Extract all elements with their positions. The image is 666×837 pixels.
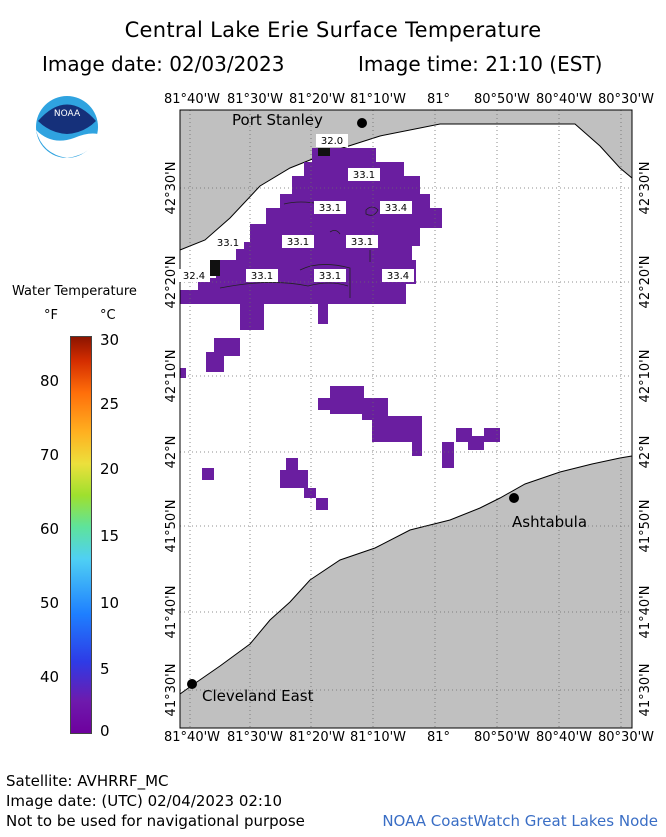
lon-tick: 81°40'W: [164, 92, 221, 107]
port-stanley-label: Port Stanley: [232, 111, 323, 129]
north-shore-land: [179, 109, 633, 251]
lat-tick: 42°20'N: [164, 256, 179, 309]
lon-tick: 80°40'W: [536, 92, 593, 107]
satellite-info: Satellite: AVHRRF_MC: [6, 772, 169, 790]
image-time: Image time: 21:10 (EST): [358, 52, 603, 76]
dark-pixel: [210, 260, 220, 276]
temperature-labels: 32.0 33.1 33.1 33.4 33.1 33.1 33.1 32.4 …: [178, 134, 414, 282]
legend-c-tick: 5: [100, 660, 110, 678]
lon-tick: 81°: [427, 730, 451, 745]
temp-label: 33.1: [217, 238, 239, 249]
lon-tick: 80°50'W: [474, 92, 531, 107]
lat-tick: 42°20'N: [638, 256, 653, 309]
legend-c-tick: 25: [100, 395, 120, 413]
lat-tick: 42°10'N: [638, 350, 653, 403]
legend-title: Water Temperature: [12, 284, 137, 299]
lat-tick: 41°30'N: [638, 664, 653, 717]
lat-tick: 41°50'N: [164, 500, 179, 553]
lon-tick: 80°40'W: [536, 730, 593, 745]
lat-lon-grid: [180, 110, 632, 728]
legend-f-tick: 80: [40, 372, 60, 390]
lat-tick: 42°N: [164, 436, 179, 469]
temp-label: 33.1: [319, 271, 341, 282]
disclaimer: Not to be used for navigational purpose: [6, 812, 305, 830]
lat-tick: 41°50'N: [638, 500, 653, 553]
lat-tick: 42°30'N: [164, 162, 179, 215]
lon-tick: 81°20'W: [289, 92, 346, 107]
lat-tick: 41°30'N: [164, 664, 179, 717]
legend-c-tick: 0: [100, 722, 110, 740]
noaa-logo-text: NOAA: [54, 109, 81, 119]
south-shore-land: [179, 455, 633, 729]
image-date: Image date: 02/03/2023: [42, 52, 285, 76]
lon-tick: 80°50'W: [474, 730, 531, 745]
temp-label: 33.1: [319, 203, 341, 214]
lon-tick: 81°40'W: [164, 730, 221, 745]
legend-f-tick: 70: [40, 446, 60, 464]
legend-unit-f: °F: [44, 308, 58, 323]
lon-tick: 81°10'W: [350, 730, 407, 745]
credit-text: NOAA CoastWatch Great Lakes Node: [382, 812, 658, 830]
legend-c-tick: 10: [100, 594, 120, 612]
legend-c-tick: 30: [100, 331, 120, 349]
temperature-color-bar: [70, 336, 92, 734]
lon-tick: 81°: [427, 92, 451, 107]
lon-tick: 81°10'W: [350, 92, 407, 107]
temp-label: 33.1: [353, 170, 375, 181]
legend-c-tick: 20: [100, 460, 120, 478]
lon-tick: 80°30'W: [598, 92, 655, 107]
temp-label: 33.1: [287, 237, 309, 248]
legend-f-tick: 60: [40, 520, 60, 538]
lat-tick: 42°N: [638, 436, 653, 469]
legend-f-tick: 50: [40, 594, 60, 612]
legend-c-tick: 15: [100, 527, 120, 545]
lon-tick: 80°30'W: [598, 730, 655, 745]
temp-label: 32.4: [183, 271, 205, 282]
utc-date: Image date: (UTC) 02/04/2023 02:10: [6, 792, 283, 810]
lat-tick: 42°30'N: [638, 162, 653, 215]
temp-label: 33.1: [351, 237, 373, 248]
lon-tick: 81°30'W: [227, 92, 284, 107]
ashtabula-marker: [509, 493, 519, 503]
cleveland-east-marker: [187, 679, 197, 689]
temp-label: 32.0: [321, 136, 343, 147]
lon-tick: 81°30'W: [227, 730, 284, 745]
map-border: [179, 109, 633, 729]
lat-axis-right: 42°30'N 42°20'N 42°10'N 42°N 41°50'N 41°…: [638, 162, 653, 717]
lat-tick: 41°40'N: [164, 586, 179, 639]
lake-map: 32.0 33.1 33.1 33.4 33.1 33.1 33.1 32.4 …: [178, 109, 633, 729]
lat-axis-left: 42°30'N 42°20'N 42°10'N 42°N 41°50'N 41°…: [164, 162, 179, 717]
temp-label: 33.1: [251, 271, 273, 282]
map-title: Central Lake Erie Surface Temperature: [124, 18, 542, 42]
legend-f-tick: 40: [40, 668, 60, 686]
port-stanley-marker: [357, 118, 367, 128]
noaa-logo-icon: NOAA: [36, 96, 98, 158]
lat-tick: 41°40'N: [638, 586, 653, 639]
temp-label: 33.4: [387, 271, 409, 282]
lon-tick: 81°20'W: [289, 730, 346, 745]
ashtabula-label: Ashtabula: [512, 513, 587, 531]
dark-pixel: [318, 148, 330, 156]
lat-tick: 42°10'N: [164, 350, 179, 403]
cleveland-east-label: Cleveland East: [202, 687, 314, 705]
legend-unit-c: °C: [100, 308, 116, 323]
temp-label: 33.4: [385, 203, 407, 214]
